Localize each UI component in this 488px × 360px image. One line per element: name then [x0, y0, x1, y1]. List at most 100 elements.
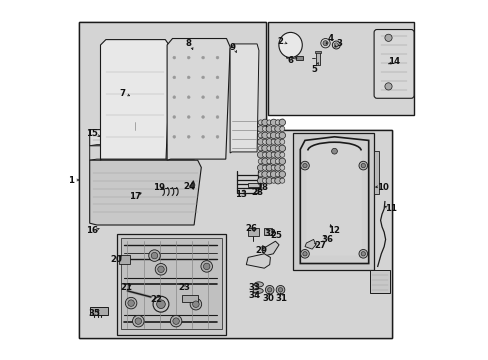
Bar — [292, 133, 373, 270]
Circle shape — [258, 172, 263, 177]
Bar — [181, 295, 197, 302]
Polygon shape — [305, 239, 315, 249]
Circle shape — [201, 116, 204, 118]
Text: 26: 26 — [245, 224, 257, 233]
Text: 4: 4 — [326, 35, 332, 44]
Circle shape — [261, 171, 268, 177]
Circle shape — [266, 146, 271, 151]
Polygon shape — [89, 146, 201, 160]
Text: 22: 22 — [150, 295, 162, 304]
Text: 18: 18 — [255, 183, 267, 192]
Circle shape — [279, 171, 285, 177]
Bar — [247, 228, 258, 236]
Bar — [316, 52, 320, 65]
Circle shape — [279, 126, 284, 131]
Circle shape — [148, 250, 160, 261]
Circle shape — [261, 158, 268, 165]
Text: 11: 11 — [385, 204, 397, 213]
Bar — [247, 183, 260, 187]
Circle shape — [261, 145, 268, 152]
Circle shape — [300, 249, 309, 258]
Text: 5: 5 — [311, 65, 317, 74]
Circle shape — [203, 263, 209, 270]
Text: 36: 36 — [321, 235, 333, 244]
Circle shape — [257, 126, 264, 132]
Circle shape — [358, 249, 367, 258]
Circle shape — [172, 116, 175, 118]
Circle shape — [258, 133, 263, 138]
Circle shape — [275, 120, 280, 125]
Circle shape — [274, 126, 281, 132]
Text: 24: 24 — [183, 182, 195, 191]
Circle shape — [279, 158, 285, 165]
Circle shape — [158, 266, 164, 273]
Circle shape — [358, 161, 367, 170]
Polygon shape — [167, 39, 230, 160]
Circle shape — [270, 145, 276, 152]
Circle shape — [276, 285, 284, 294]
Circle shape — [270, 119, 276, 126]
Polygon shape — [320, 235, 325, 243]
Circle shape — [270, 126, 276, 131]
Polygon shape — [246, 254, 270, 268]
Circle shape — [275, 146, 280, 151]
Circle shape — [275, 133, 280, 138]
Text: 29: 29 — [255, 246, 266, 255]
Circle shape — [266, 120, 271, 125]
Circle shape — [132, 315, 144, 327]
Polygon shape — [79, 22, 391, 338]
Circle shape — [216, 56, 219, 59]
Circle shape — [151, 252, 158, 259]
Polygon shape — [306, 143, 361, 256]
Circle shape — [127, 300, 134, 306]
Circle shape — [265, 165, 272, 171]
Circle shape — [384, 34, 391, 41]
Text: 2: 2 — [277, 37, 283, 46]
Circle shape — [279, 132, 285, 139]
Circle shape — [270, 132, 276, 139]
FancyBboxPatch shape — [373, 30, 413, 98]
Circle shape — [135, 318, 141, 324]
Circle shape — [216, 76, 219, 79]
Circle shape — [261, 132, 268, 139]
Circle shape — [333, 43, 338, 47]
Text: 7: 7 — [119, 89, 125, 98]
Circle shape — [262, 152, 267, 157]
Text: 10: 10 — [376, 183, 388, 192]
Bar — [264, 228, 272, 235]
Circle shape — [201, 261, 212, 272]
Circle shape — [331, 148, 337, 154]
Circle shape — [279, 145, 285, 152]
Text: 30: 30 — [262, 294, 274, 302]
Polygon shape — [230, 44, 258, 153]
Polygon shape — [89, 160, 201, 225]
Circle shape — [262, 178, 267, 183]
Circle shape — [216, 116, 219, 118]
Text: 8: 8 — [185, 39, 191, 48]
Circle shape — [275, 172, 280, 177]
Circle shape — [267, 288, 271, 292]
Text: 9: 9 — [229, 43, 236, 52]
Circle shape — [155, 264, 166, 275]
Text: 14: 14 — [387, 57, 399, 66]
Bar — [315, 51, 321, 53]
Circle shape — [274, 152, 281, 158]
Bar — [370, 270, 389, 293]
Circle shape — [262, 165, 267, 170]
Text: 34: 34 — [247, 292, 260, 300]
Circle shape — [361, 252, 365, 256]
Circle shape — [201, 56, 204, 59]
Text: 20: 20 — [111, 256, 122, 264]
Circle shape — [274, 165, 281, 171]
Text: 3: 3 — [336, 39, 342, 48]
Circle shape — [384, 83, 391, 90]
Circle shape — [270, 165, 276, 170]
Circle shape — [261, 119, 268, 126]
Text: 28: 28 — [250, 188, 263, 197]
Circle shape — [187, 96, 190, 99]
Circle shape — [187, 56, 190, 59]
Circle shape — [270, 152, 276, 157]
Bar — [295, 56, 302, 60]
Circle shape — [265, 126, 272, 132]
Circle shape — [275, 159, 280, 164]
